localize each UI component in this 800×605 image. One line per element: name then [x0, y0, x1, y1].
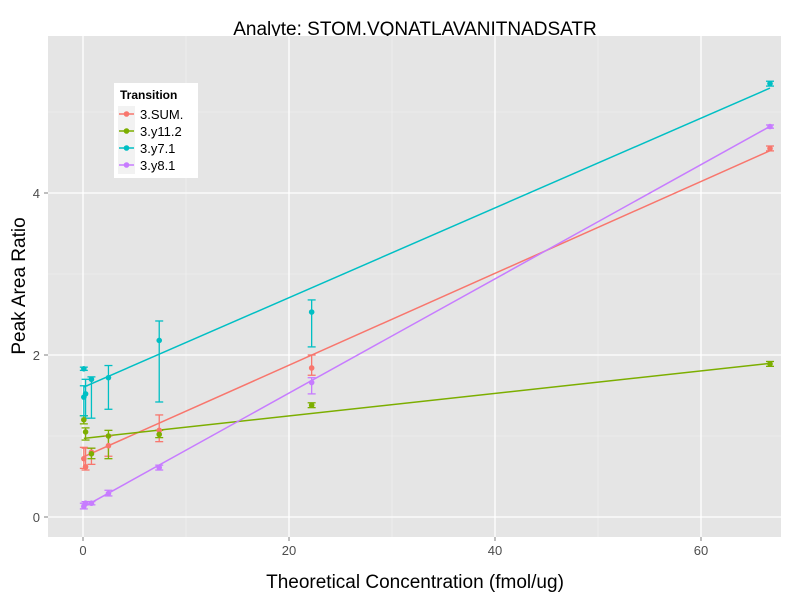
fit-lines [83, 87, 771, 508]
fit-line [83, 150, 771, 458]
data-point [767, 145, 773, 152]
x-tick-label: 40 [488, 543, 502, 558]
fit-line [83, 125, 771, 508]
data-point [767, 80, 773, 87]
data-point [88, 451, 95, 457]
data-point [81, 365, 87, 372]
legend-label: 3.y8.1 [140, 158, 175, 173]
data-point [82, 429, 89, 435]
data-point [105, 433, 112, 439]
x-axis: 0 20 40 60 [79, 537, 708, 558]
x-tick-label: 60 [694, 543, 708, 558]
legend-key-point [123, 162, 130, 168]
legend-label: 3.y11.2 [140, 124, 182, 139]
data-point [105, 442, 112, 449]
data-point [308, 402, 315, 409]
data-point [767, 361, 773, 367]
data-point [308, 379, 315, 386]
y-axis-label: Peak Area Ratio [9, 217, 30, 354]
chart-title: Analyte: STOM.VQNATLAVANITNADSATR [233, 19, 597, 40]
data-point [82, 463, 89, 470]
data-point [88, 376, 95, 383]
data-point [308, 309, 315, 315]
y-axis: 0 2 4 [33, 186, 48, 525]
data-points [81, 80, 773, 510]
data-point [156, 431, 163, 438]
data-point [105, 490, 112, 497]
data-point [105, 374, 112, 381]
x-axis-label: Theoretical Concentration (fmol/ug) [266, 572, 564, 593]
data-point [81, 455, 87, 462]
data-point [156, 427, 163, 434]
fit-line [83, 362, 771, 440]
x-tick-label: 0 [79, 543, 86, 558]
legend-label: 3.SUM. [140, 107, 183, 122]
legend-label: 3.y7.1 [140, 141, 175, 156]
data-point [81, 417, 87, 423]
y-tick-label: 4 [33, 186, 40, 201]
y-tick-label: 2 [33, 348, 40, 363]
data-point [88, 500, 95, 507]
data-point [156, 337, 163, 344]
data-point [82, 391, 89, 397]
legend-title: Transition [120, 88, 177, 102]
fit-line [83, 87, 771, 388]
legend-key-point [123, 145, 130, 151]
data-point [767, 123, 773, 130]
data-point [308, 365, 315, 371]
legend-key-point [123, 111, 130, 117]
legend-key-point [123, 128, 130, 134]
data-point [156, 464, 163, 471]
x-tick-label: 20 [282, 543, 296, 558]
major-gridlines [48, 36, 781, 537]
y-tick-label: 0 [33, 510, 40, 525]
data-point [82, 500, 89, 507]
legend: Transition 3.SUM. 3.y11.2 3.y7.1 3.y8.1 [114, 83, 198, 178]
